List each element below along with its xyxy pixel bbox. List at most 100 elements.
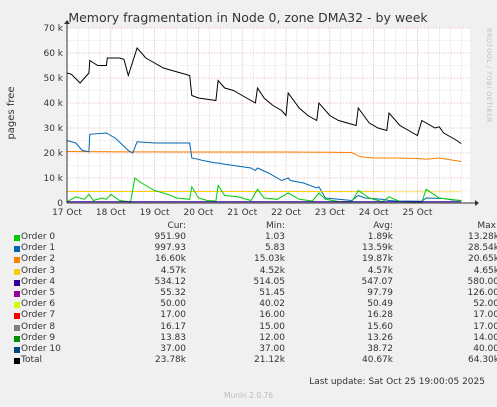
x-tick-label: 17 Oct <box>52 208 82 218</box>
legend-min: 1.03 <box>264 232 285 242</box>
y-tick-label: 10 k <box>43 174 63 184</box>
legend-header-max: Max: <box>477 221 497 231</box>
legend-row: Order 1 997.93 5.83 13.59k 28.54k <box>14 243 497 254</box>
legend-max: 126.00 <box>467 287 497 298</box>
legend-min: 15.03k <box>254 254 285 265</box>
legend-swatch <box>14 324 20 331</box>
legend-swatch <box>14 246 20 253</box>
legend-name: Order 5 <box>21 287 56 298</box>
legend-name: Order 6 <box>21 299 56 310</box>
x-axis-ticks: 17 Oct 18 Oct 19 Oct 20 Oct 21 Oct 22 Oct 23 O… <box>52 208 433 218</box>
y-tick-label: 50 k <box>43 74 63 84</box>
x-tick-label: 23 Oct <box>315 208 345 218</box>
legend-avg: 15.60 <box>367 321 393 332</box>
data-series <box>66 47 462 203</box>
legend-name: Order 2 <box>21 254 56 265</box>
grid-lines <box>66 27 470 204</box>
legend-name: Total <box>21 355 43 366</box>
legend-header-cur: Cur: <box>167 221 186 231</box>
legend-swatch <box>14 346 20 353</box>
y-axis-label: pages free <box>6 86 17 139</box>
legend-row: Order 4 534.12 514.05 547.07 580.00 <box>14 276 497 288</box>
munin-version: Munin 2.0.76 <box>223 391 274 400</box>
legend-row: Order 3 4.57k 4.52k 4.57k 4.65k <box>14 265 497 277</box>
y-tick-label: 70 k <box>43 24 63 34</box>
legend-avg: 1.89k <box>367 232 393 242</box>
legend-swatch <box>14 313 20 320</box>
memory-fragmentation-chart: Memory fragmentation in Node 0, zone DMA… <box>6 10 493 218</box>
legend-max: 17.00 <box>473 321 497 332</box>
legend-header-min: Min: <box>265 221 285 231</box>
y-axis-ticks: 0 10 k 20 k 30 k 40 k 50 k 60 k 70 k <box>43 24 63 209</box>
x-tick-label: 18 Oct <box>96 208 126 218</box>
x-tick-label: 22 Oct <box>271 208 301 218</box>
legend-min: 15.00 <box>259 321 285 332</box>
legend-name: Order 0 <box>21 232 56 242</box>
legend-cur: 50.00 <box>160 299 186 310</box>
legend-min: 16.00 <box>259 310 285 321</box>
legend-name: Order 9 <box>21 332 56 343</box>
legend-cur: 534.12 <box>154 276 187 287</box>
legend-row: Order 10 37.00 37.00 38.72 40.00 <box>14 343 497 355</box>
legend-header-avg: Avg: <box>373 221 393 231</box>
legend-name: Order 8 <box>21 321 56 332</box>
legend-cur: 17.00 <box>160 310 186 321</box>
last-update: Last update: Sat Oct 25 19:00:05 2025 <box>309 377 485 387</box>
legend-min: 21.12k <box>254 355 285 366</box>
legend-swatch <box>14 335 20 342</box>
legend-swatch <box>14 279 20 286</box>
legend-swatch <box>14 268 20 275</box>
legend-row: Order 2 16.60k 15.03k 19.87k 20.65k <box>14 254 497 265</box>
legend-max: 14.00 <box>473 332 497 343</box>
legend-max: 580.00 <box>467 276 497 287</box>
legend-swatch <box>14 290 20 297</box>
legend-row: Order 6 50.00 40.02 50.49 52.00 <box>14 299 497 310</box>
legend-name: Order 10 <box>21 343 61 354</box>
legend-row: Order 0 951.90 1.03 1.89k 13.28k <box>14 232 497 243</box>
legend-row: Order 7 17.00 16.00 16.28 17.00 <box>14 310 497 321</box>
legend-avg: 97.79 <box>367 287 393 298</box>
legend-avg: 40.67k <box>362 355 393 366</box>
legend-avg: 547.07 <box>361 276 394 287</box>
legend-max: 17.00 <box>473 310 497 321</box>
legend-cur: 4.57k <box>160 265 186 276</box>
legend-row: Order 9 13.83 12.00 13.26 14.00 <box>14 332 497 344</box>
legend-table: Cur: Min: Avg: Max: Order 0 951.90 1.03 1.8… <box>14 220 497 366</box>
legend-min: 40.02 <box>259 299 285 310</box>
x-tick-label: 24 Oct <box>359 208 389 218</box>
legend-max: 40.00 <box>473 343 497 354</box>
series-line-total <box>66 47 462 145</box>
legend-max: 52.00 <box>473 299 497 310</box>
legend-max: 28.54k <box>468 243 497 254</box>
x-tick-label: 19 Oct <box>140 208 170 218</box>
legend-cur: 23.78k <box>155 355 186 366</box>
x-tick-label: 21 Oct <box>227 208 257 218</box>
rrdtool-credit: RRDTOOL / TOBI OETIKER <box>485 28 493 123</box>
y-tick-label: 20 k <box>43 149 63 159</box>
legend-cur: 997.93 <box>154 243 187 254</box>
y-tick-label: 30 k <box>43 124 63 134</box>
axes <box>64 20 479 206</box>
legend-name: Order 7 <box>21 310 56 321</box>
legend-row: Order 8 16.17 15.00 15.60 17.00 <box>14 321 497 333</box>
legend-row: Order 5 55.32 51.45 97.79 126.00 <box>14 287 497 299</box>
legend-max: 20.65k <box>468 254 497 265</box>
y-tick-label: 40 k <box>43 99 63 109</box>
legend-avg: 4.57k <box>367 265 393 276</box>
legend-cur: 13.83 <box>160 332 186 343</box>
legend-cur: 16.17 <box>160 321 186 332</box>
legend-min: 37.00 <box>259 343 285 354</box>
legend-max: 13.28k <box>468 232 497 242</box>
legend-name: Order 4 <box>21 276 56 287</box>
series-line-order-0 <box>66 177 462 203</box>
legend-avg: 16.28 <box>367 310 393 321</box>
legend-name: Order 1 <box>21 243 56 254</box>
legend-avg: 13.59k <box>362 243 393 254</box>
y-tick-label: 60 k <box>43 49 63 59</box>
legend-swatch <box>14 358 20 365</box>
legend-name: Order 3 <box>21 265 56 276</box>
legend-avg: 13.26 <box>367 332 393 343</box>
legend-max: 64.30k <box>468 355 497 366</box>
legend-cur: 55.32 <box>160 287 186 298</box>
legend-min: 514.05 <box>253 276 286 287</box>
